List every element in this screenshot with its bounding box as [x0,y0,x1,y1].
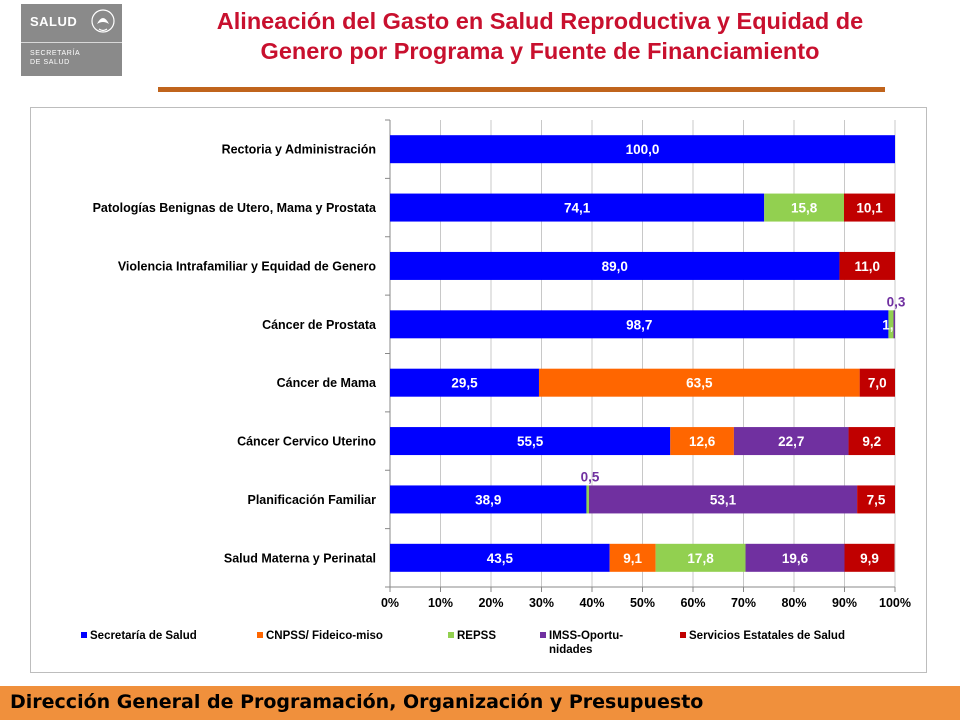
data-label: 12,6 [689,434,716,449]
data-label: 19,6 [782,551,809,566]
category-label: Planificación Familiar [247,493,376,507]
category-label: Salud Materna y Perinatal [224,551,376,565]
logo-line1: SECRETARÍA [30,50,81,57]
data-label: 7,5 [867,492,886,507]
data-label: 38,9 [475,492,501,507]
data-label: 89,0 [602,259,628,274]
bar-segment [390,485,587,514]
category-label: Violencia Intrafamiliar y Equidad de Gen… [118,259,377,273]
data-label: 100,0 [626,142,660,157]
bar-segment [588,485,858,514]
stacked-bar-chart: 0% 10% 20% 30% 40% 50% 60% 70% 80% 90% 100% Rectori… [81,119,911,656]
x-tick-label: 20% [478,596,503,610]
data-label: 7,0 [868,376,887,391]
x-tick-label: 30% [529,596,554,610]
bar-segment [843,193,895,222]
bar-segment [390,251,840,280]
category-label: Cáncer de Prostata [262,318,377,332]
bar-segment [390,310,889,339]
x-tick-label: 100% [879,596,911,610]
bar-segment [888,310,894,339]
bar-segment [390,543,610,572]
data-label: 98,7 [626,317,652,332]
footer-text: Dirección General de Programación, Organ… [10,691,704,713]
category-label: Cáncer de Mama [277,376,377,390]
data-label: 9,9 [860,551,879,566]
bar-segment [848,427,895,456]
data-label: 74,1 [564,201,591,216]
legend-label: Servicios Estatales de Salud [689,630,845,642]
legend-label: Secretaría de Salud [90,630,197,642]
legend-label: REPSS [457,630,496,642]
category-label: Cáncer Cervico Uterino [237,435,376,449]
bar-segment [655,543,746,572]
legend-swatch [540,632,546,638]
bar-segment [390,368,539,397]
x-tick-label: 70% [731,596,756,610]
bar-segment [390,135,895,164]
title-underline [158,87,885,92]
chart-frame: 0% 10% 20% 30% 40% 50% 60% 70% 80% 90% 100% Rectori… [30,107,927,673]
bar-segment [844,543,895,572]
legend-label: nidades [549,644,592,656]
data-label: 43,5 [487,551,514,566]
logo-secretaria-text: SECRETARÍA DE SALUD [30,49,80,67]
data-label: 15,8 [791,201,818,216]
page-title: Alineación del Gasto en Salud Reproducti… [140,6,940,66]
bar-segment [538,368,860,397]
data-label: 55,5 [517,434,544,449]
data-label: 53,1 [710,492,737,507]
bar-segment [857,485,895,514]
x-tick-label: 40% [579,596,604,610]
data-label: 9,1 [623,551,642,566]
category-label: Rectoria y Administración [222,143,376,157]
x-tick-label: 90% [832,596,857,610]
title-line1: Alineación del Gasto en Salud Reproducti… [216,8,864,34]
bar-segment [839,251,895,280]
x-tick-label: 50% [630,596,655,610]
x-tick-label: 10% [428,596,453,610]
logo-salud-text: SALUD [30,14,78,29]
bar-segment [745,543,845,572]
data-label: 1, [882,317,893,332]
bar-segment [859,368,895,397]
bar-segment [586,485,589,514]
x-tick-label: 80% [781,596,806,610]
logo-line2: DE SALUD [30,59,70,66]
data-label: 11,0 [854,259,880,274]
data-label: 17,8 [687,551,714,566]
data-label: 63,5 [686,376,713,391]
bar-segment [893,310,895,339]
x-tick-label: 60% [680,596,705,610]
legend-swatch [680,632,686,638]
footer-bar: Dirección General de Programación, Organ… [0,686,960,720]
logo-divider [21,42,122,43]
bar-segment [670,427,734,456]
bar-segment [390,193,765,222]
data-label: 10,1 [856,201,883,216]
x-tick-label: 0% [381,596,399,610]
salud-logo: SALUD SECRETARÍA DE SALUD [21,4,122,76]
bar-segment [390,427,671,456]
data-label: 29,5 [451,376,478,391]
legend-label: CNPSS/ Fideico-miso [266,630,383,642]
data-label: 0,5 [581,469,600,484]
legend-swatch [81,632,87,638]
eagle-seal-icon [91,9,115,33]
bar-segment [764,193,844,222]
category-label: Patologías Benignas de Utero, Mama y Pro… [93,201,377,215]
legend-swatch [448,632,454,638]
legend-swatch [257,632,263,638]
title-line2: Genero por Programa y Fuente de Financia… [260,38,820,64]
bar-segment [609,543,656,572]
legend-label: IMSS-Oportu- [549,630,623,642]
data-label: 0,3 [887,294,906,309]
data-label: 9,2 [862,434,881,449]
bar-segment [733,427,849,456]
data-label: 22,7 [778,434,804,449]
